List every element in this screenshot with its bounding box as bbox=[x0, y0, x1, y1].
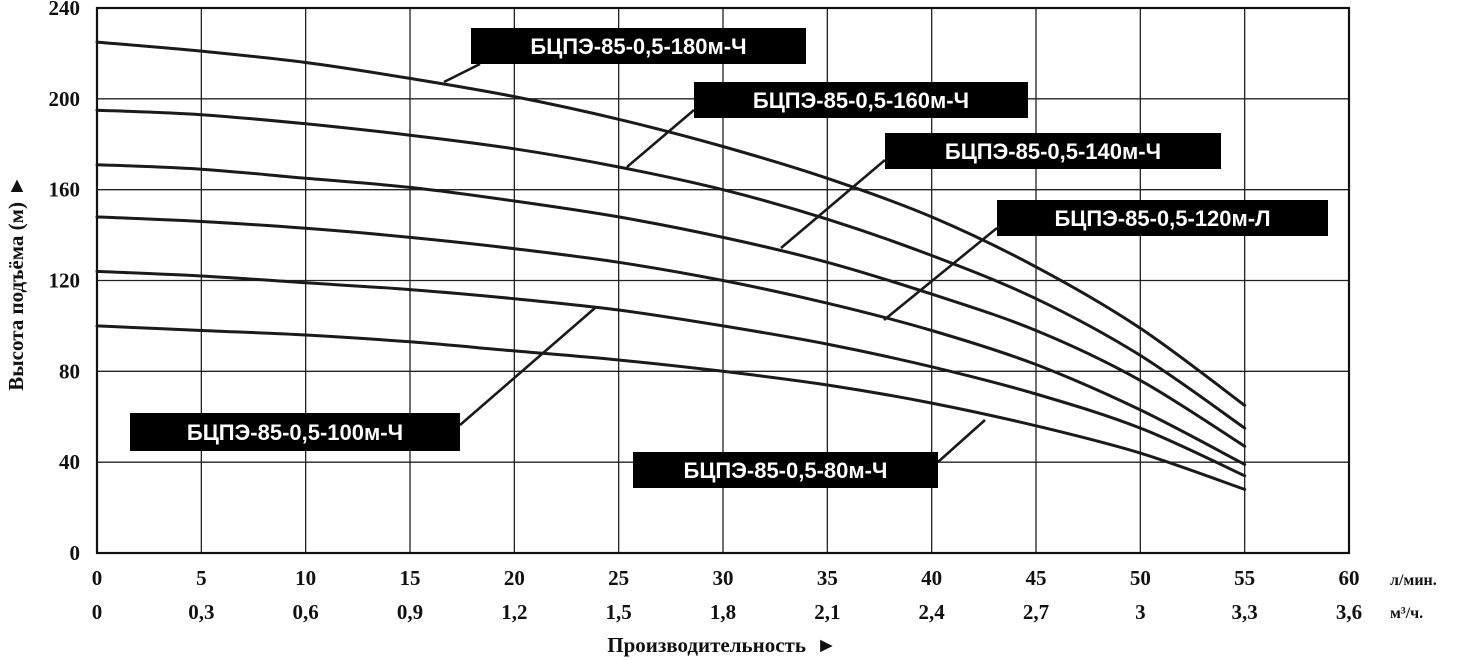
x-tick-label-secondary: 2,4 bbox=[919, 600, 946, 624]
series-label: БЦПЭ-85-0,5-160м-Ч bbox=[753, 88, 969, 113]
x-tick-label-secondary: 1,2 bbox=[501, 600, 527, 624]
x-tick-label-primary: 0 bbox=[92, 566, 103, 590]
leader-line bbox=[459, 307, 596, 426]
x-tick-label-secondary: 3 bbox=[1135, 600, 1146, 624]
series-line-1 bbox=[95, 108, 1247, 430]
x-tick-label-secondary: 0,6 bbox=[293, 600, 319, 624]
series-curves bbox=[95, 40, 1247, 491]
x-unit-secondary: м³/ч. bbox=[1390, 605, 1423, 622]
series-label-box bbox=[130, 413, 460, 451]
x-tick-label-primary: 20 bbox=[504, 566, 525, 590]
x-tick-label-primary: 40 bbox=[921, 566, 942, 590]
y-tick-label: 200 bbox=[49, 87, 81, 111]
x-tick-label-secondary: 3,3 bbox=[1232, 600, 1258, 624]
series-line-0 bbox=[95, 40, 1247, 407]
y-tick-label: 0 bbox=[70, 541, 81, 565]
series-label: БЦПЭ-85-0,5-140м-Ч bbox=[945, 139, 1161, 164]
leader-line bbox=[780, 159, 886, 249]
leader-line bbox=[937, 419, 986, 463]
x-tick-label-secondary: 0,9 bbox=[397, 600, 423, 624]
x-tick-label-primary: 50 bbox=[1130, 566, 1151, 590]
series-labels: БЦПЭ-85-0,5-180м-Ч БЦПЭ-85-0,5-160м-Ч БЦПЭ… bbox=[130, 28, 1328, 488]
series-label: БЦПЭ-85-0,5-80м-Ч bbox=[684, 458, 888, 483]
x-unit-primary: л/мин. bbox=[1390, 572, 1437, 589]
x-tick-label-secondary: 0 bbox=[92, 600, 103, 624]
series-line-4 bbox=[95, 269, 1247, 478]
x-tick-label-primary: 15 bbox=[400, 566, 421, 590]
series-label-box bbox=[471, 28, 806, 64]
series-label-box bbox=[694, 82, 1028, 118]
series-label: БЦПЭ-85-0,5-100м-Ч bbox=[187, 420, 403, 445]
leader-line bbox=[883, 226, 998, 322]
x-tick-label-primary: 30 bbox=[713, 566, 734, 590]
x-tick-label-primary: 35 bbox=[817, 566, 838, 590]
x-tick-label-primary: 60 bbox=[1339, 566, 1360, 590]
x-tick-label-secondary: 1,8 bbox=[710, 600, 736, 624]
plot-frame bbox=[95, 6, 1351, 555]
axis-tick-labels: 0 5 10 15 20 25 30 35 40 45 50 55 600 0,3 0,6 0,9 1,2 1,5… bbox=[49, 0, 1363, 624]
leader-line bbox=[626, 109, 695, 168]
series-line-5 bbox=[95, 324, 1247, 491]
leader-line bbox=[443, 62, 481, 84]
y-axis-title: Высота подъёма (м)► bbox=[4, 175, 28, 390]
x-tick-label-secondary: 0,3 bbox=[188, 600, 214, 624]
y-tick-label: 240 bbox=[49, 0, 81, 20]
x-tick-label-secondary: 2,7 bbox=[1023, 600, 1049, 624]
x-tick-label-secondary: 3,6 bbox=[1336, 600, 1362, 624]
series-line-3 bbox=[95, 215, 1247, 466]
x-tick-label-primary: 10 bbox=[295, 566, 316, 590]
label-leader-lines bbox=[443, 62, 998, 463]
series-label: БЦПЭ-85-0,5-180м-Ч bbox=[530, 34, 746, 59]
x-tick-label-secondary: 1,5 bbox=[606, 600, 632, 624]
series-label-box bbox=[885, 133, 1221, 169]
x-tick-label-primary: 25 bbox=[608, 566, 629, 590]
y-tick-label: 40 bbox=[59, 450, 80, 474]
y-tick-label: 120 bbox=[49, 269, 81, 293]
series-label-box bbox=[633, 452, 938, 488]
x-tick-label-primary: 55 bbox=[1234, 566, 1255, 590]
x-tick-label-secondary: 2,1 bbox=[814, 600, 840, 624]
series-label-box bbox=[997, 200, 1328, 236]
x-tick-label-primary: 45 bbox=[1026, 566, 1047, 590]
x-axis-title: Производительность ► bbox=[607, 633, 837, 657]
series-line-2 bbox=[95, 163, 1247, 448]
y-tick-label: 80 bbox=[59, 359, 80, 383]
x-tick-label-primary: 5 bbox=[196, 566, 207, 590]
series-label: БЦПЭ-85-0,5-120м-Л bbox=[1054, 206, 1270, 231]
y-tick-label: 160 bbox=[49, 178, 81, 202]
